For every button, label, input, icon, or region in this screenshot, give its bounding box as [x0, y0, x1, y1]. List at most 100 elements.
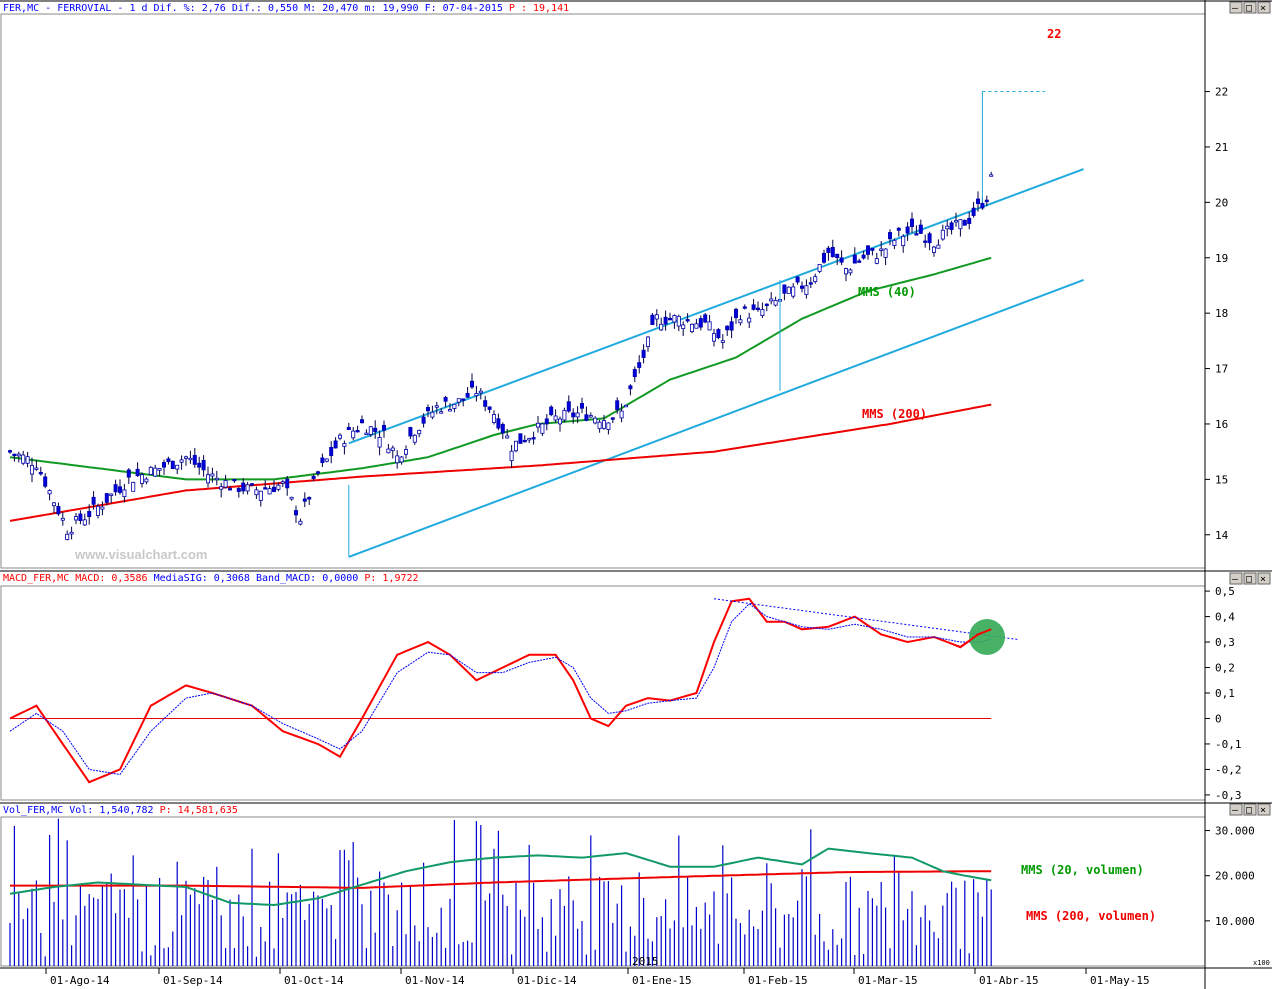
candle — [96, 505, 101, 516]
y-tick-label: 18 — [1215, 307, 1228, 320]
candle — [654, 314, 659, 320]
x-tick-label: 01-Mar-15 — [858, 974, 918, 987]
candle — [29, 464, 34, 475]
candle — [443, 397, 448, 402]
x-tick-label: 01-Dic-14 — [517, 974, 577, 987]
candle — [412, 434, 417, 443]
macd-line-highlight — [955, 628, 992, 649]
y-tick-label: 14 — [1215, 529, 1229, 542]
candle — [615, 400, 620, 410]
candle — [74, 516, 79, 521]
candle — [201, 459, 206, 471]
candle — [381, 424, 386, 431]
candle — [624, 404, 629, 408]
y-tick-label: 10.000 — [1215, 915, 1255, 928]
macd-header: MACD_FER,MC MACD: 0,3586 MediaSIG: 0,306… — [3, 573, 419, 584]
volume-p-value: 14,581,635 — [178, 805, 238, 816]
candle — [923, 240, 928, 243]
candle — [210, 473, 215, 477]
candle — [703, 314, 708, 323]
x-tick-label: 01-Oct-14 — [284, 974, 344, 987]
candle — [962, 219, 967, 226]
candle — [553, 415, 558, 421]
candle — [483, 400, 488, 407]
price-name: FERROVIAL — [57, 3, 111, 14]
candle — [377, 437, 382, 448]
candle — [874, 258, 879, 264]
candle — [747, 317, 752, 323]
candle — [795, 276, 800, 283]
candle — [646, 336, 651, 347]
x-tick-label: 01-Ago-14 — [50, 974, 110, 987]
volume-maximize-button[interactable]: □ — [1243, 803, 1257, 816]
candle — [474, 393, 479, 397]
candle — [619, 410, 624, 419]
price-close-button[interactable]: × — [1257, 1, 1271, 14]
price-maximize-button[interactable]: □ — [1243, 1, 1257, 14]
candle — [896, 227, 901, 231]
y-tick-label: 20 — [1215, 196, 1228, 209]
volume-close-button[interactable]: × — [1257, 803, 1271, 816]
candle — [808, 282, 813, 285]
macd-close-button[interactable]: × — [1257, 572, 1271, 585]
macd-highlight-circle — [969, 618, 1005, 655]
candle — [936, 244, 941, 249]
candle — [681, 324, 686, 329]
volume-minimize-button[interactable]: – — [1229, 803, 1243, 816]
candle — [43, 476, 48, 487]
candle — [461, 398, 466, 401]
volume-value: 1,540,782 — [99, 805, 153, 816]
candle — [329, 446, 334, 456]
macd-maximize-button[interactable]: □ — [1243, 572, 1257, 585]
candle — [760, 309, 765, 317]
candle — [958, 219, 963, 230]
candle — [386, 448, 391, 454]
candle — [905, 226, 910, 234]
svg-text:×: × — [1260, 574, 1266, 585]
panel-frame — [0, 13, 1206, 569]
svg-text:–: – — [1232, 3, 1239, 14]
candle — [870, 248, 875, 251]
candle — [839, 257, 844, 263]
candle — [311, 475, 316, 479]
candle — [249, 483, 254, 486]
candle — [390, 447, 395, 451]
ma200-line — [9, 403, 992, 522]
candle — [888, 232, 893, 240]
candle — [866, 245, 871, 255]
candle — [104, 493, 109, 503]
candle — [7, 450, 12, 453]
candle — [804, 285, 809, 295]
candle — [487, 406, 492, 410]
candle — [584, 414, 589, 421]
vol-ma200-label: MMS (200, volumen) — [1026, 909, 1156, 923]
volume-window-buttons: – □ × — [1229, 803, 1271, 816]
candle — [698, 318, 703, 328]
candle — [764, 303, 769, 306]
macd-signal-value: 0,3068 — [214, 573, 250, 584]
candle — [491, 414, 496, 423]
candle — [945, 225, 950, 230]
candle — [949, 222, 954, 230]
x-tick-label: 01-Ene-15 — [632, 974, 692, 987]
price-dif-pct: 2,76 — [202, 3, 226, 14]
candle — [452, 403, 457, 409]
candle — [883, 248, 888, 258]
candle — [78, 513, 83, 521]
candle — [144, 478, 149, 483]
candle — [82, 519, 87, 526]
candle — [720, 340, 725, 343]
candle — [258, 490, 263, 501]
candle — [69, 531, 74, 535]
candle — [113, 484, 118, 493]
candle — [131, 481, 136, 492]
candle — [782, 284, 787, 294]
candle — [954, 220, 959, 223]
x-tick-label: 01-Nov-14 — [405, 974, 465, 987]
candle — [298, 520, 303, 525]
candle — [725, 325, 730, 331]
macd-minimize-button[interactable]: – — [1229, 572, 1243, 585]
candle — [536, 422, 541, 428]
price-minimize-button[interactable]: – — [1229, 1, 1243, 14]
